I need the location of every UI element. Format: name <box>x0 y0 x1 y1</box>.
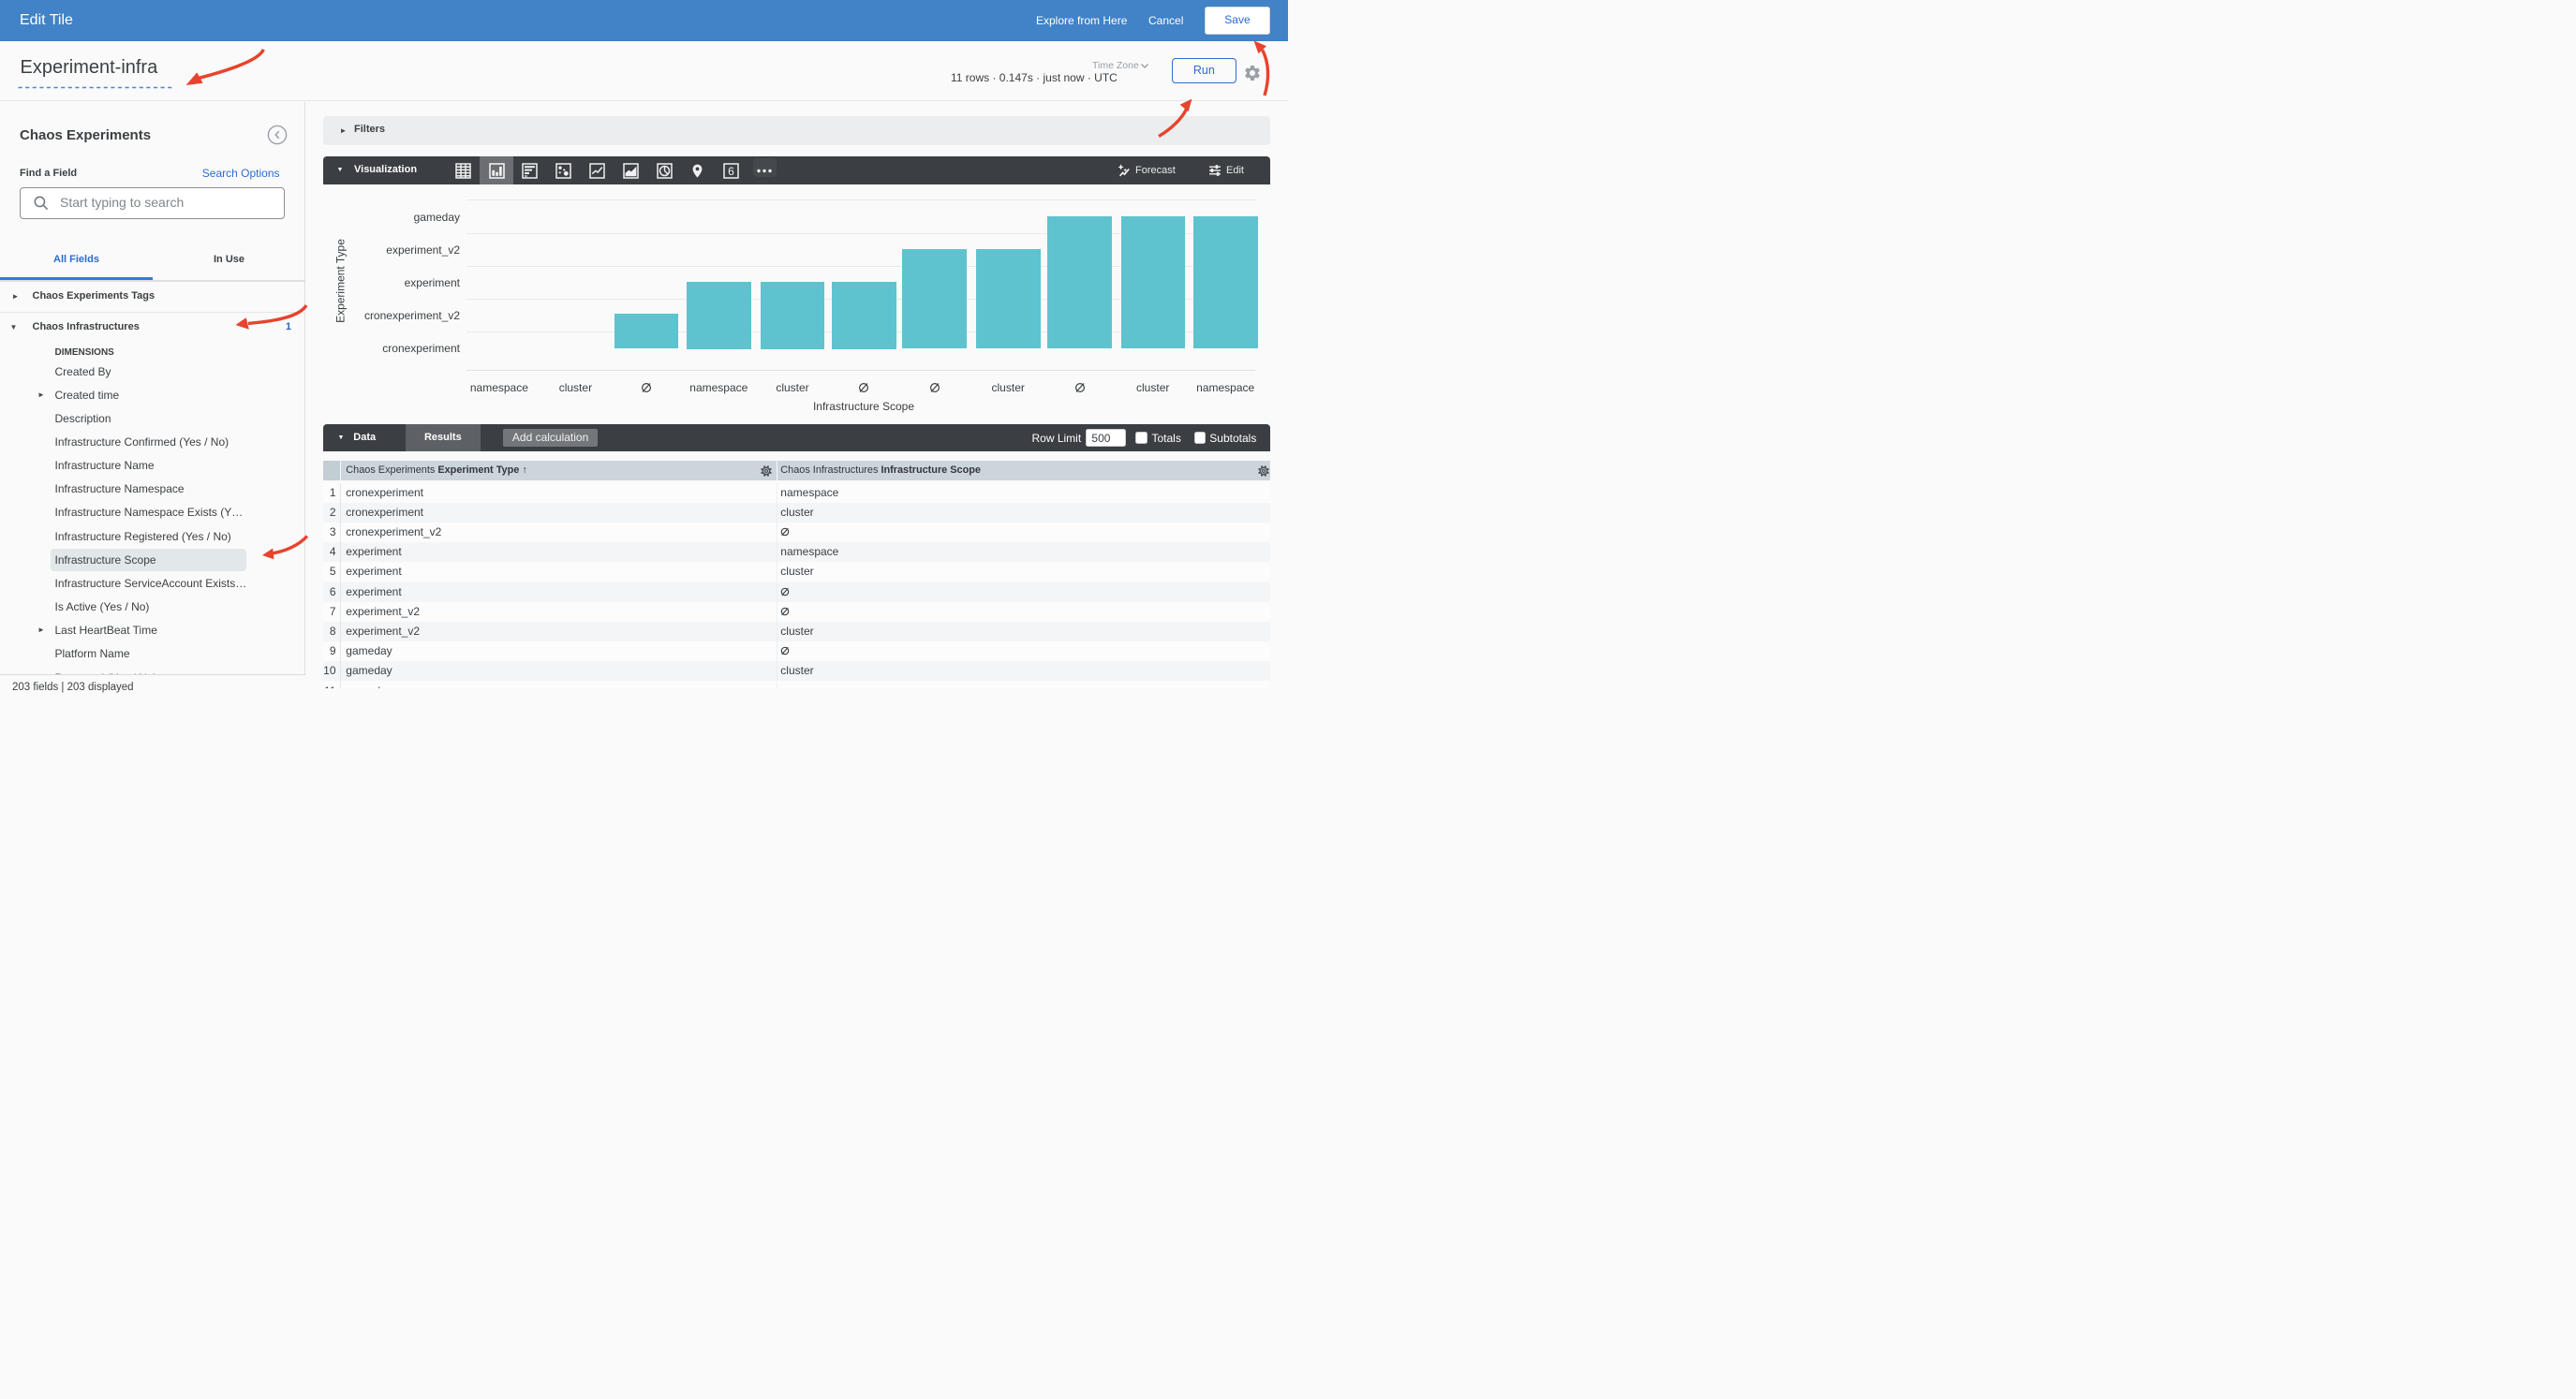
svg-text:6: 6 <box>728 164 734 177</box>
